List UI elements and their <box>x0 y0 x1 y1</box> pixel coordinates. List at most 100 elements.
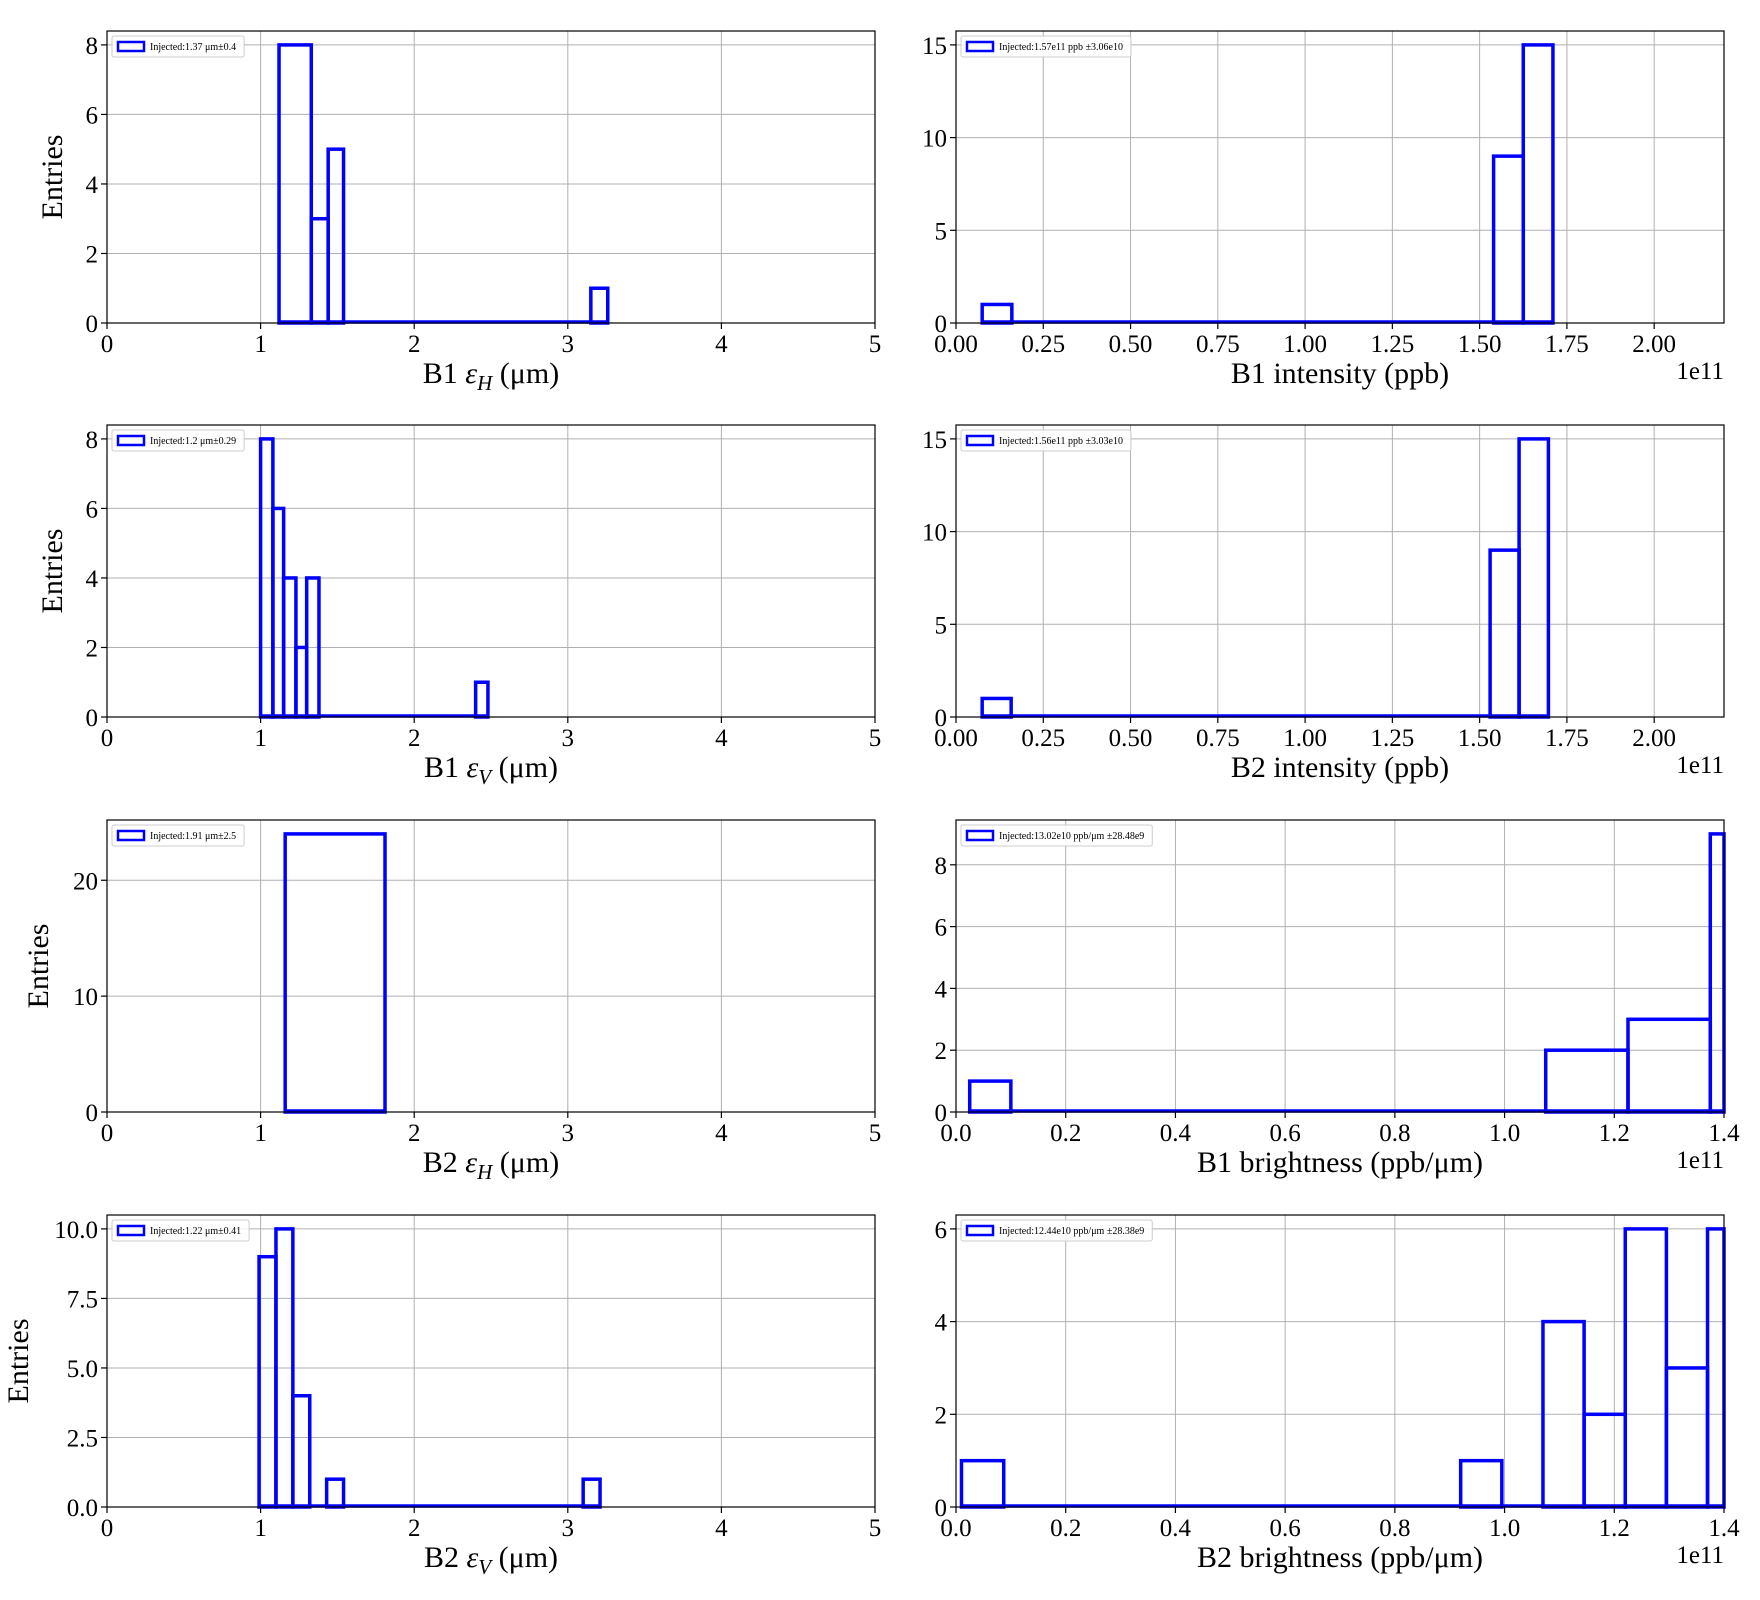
histogram-bar <box>581 1477 602 1509</box>
legend: Injected:12.44e10 ppb/μm ±28.38e9 <box>960 1219 1153 1242</box>
legend-box <box>960 429 1132 452</box>
legend: Injected:1.22 μm±0.41 <box>111 1219 250 1242</box>
histogram-bar <box>1705 1227 1726 1509</box>
x-tick-label: 0.25 <box>1021 725 1065 752</box>
y-tick-label: 8 <box>935 853 948 880</box>
histogram-panel-2: 0.00 0.25 0.50 0.75 1.00 1.25 1.50 1.75 2.00 0 5 10… <box>922 30 1725 390</box>
y-tick-label: 10 <box>73 984 98 1011</box>
x-tick-label: 1 <box>254 1515 267 1542</box>
y-tick-label: 10 <box>922 126 947 153</box>
histogram-panel-8: 0.0 0.2 0.4 0.6 0.8 1.0 1.2 1.4 0 2 4 6 B2 brightnes… <box>935 1214 1740 1574</box>
histogram-bar <box>1521 43 1555 325</box>
y-tick-label: 6 <box>935 915 948 942</box>
x-tick-label: 0.50 <box>1109 331 1153 358</box>
histogram-bar <box>589 286 610 325</box>
legend: Injected:1.57e11 ppb ±3.06e10 <box>960 35 1132 58</box>
y-tick-label: 10 <box>922 520 947 547</box>
axes-frame <box>955 30 1725 324</box>
x-tick-label: 3 <box>562 331 575 358</box>
legend-box <box>960 1219 1153 1242</box>
legend-swatch <box>965 40 995 53</box>
x-tick-label: 3 <box>562 1515 575 1542</box>
x-axis-label: B1 intensity (ppb) <box>1231 357 1449 390</box>
legend-swatch <box>116 1224 146 1237</box>
y-tick-label: 2 <box>86 241 99 268</box>
x-tick-label: 1.50 <box>1458 725 1502 752</box>
y-tick-label: 5 <box>935 612 948 639</box>
x-tick-label: 0.2 <box>1050 1515 1081 1542</box>
x-tick-label: 0 <box>101 1120 114 1147</box>
y-tick-label: 6 <box>935 1217 948 1244</box>
legend-box <box>111 1219 250 1242</box>
y-tick-label: 6 <box>86 102 99 129</box>
histogram-bar <box>309 216 330 325</box>
y-tick-label: 4 <box>86 172 99 199</box>
axes-frame <box>106 30 876 324</box>
legend: Injected:1.2 μm±0.29 <box>111 429 245 452</box>
legend-label: Injected:1.37 μm±0.4 <box>150 42 236 53</box>
x-tick-label: 3 <box>562 1120 575 1147</box>
x-tick-label: 1.75 <box>1545 331 1589 358</box>
legend: Injected:1.56e11 ppb ±3.03e10 <box>960 429 1132 452</box>
x-tick-label: 2.00 <box>1632 725 1676 752</box>
x-axis-offset-text: 1e11 <box>1676 1542 1724 1569</box>
y-tick-label: 0.0 <box>67 1495 98 1522</box>
histogram-bar <box>1491 154 1526 325</box>
histogram-bar <box>1623 1227 1669 1509</box>
x-tick-label: 0.4 <box>1160 1120 1192 1147</box>
x-tick-label: 1 <box>254 1120 267 1147</box>
y-tick-label: 2 <box>935 1038 948 1065</box>
x-tick-label: 2.00 <box>1632 331 1676 358</box>
y-tick-label: 2 <box>935 1402 948 1429</box>
legend-label: Injected:1.56e11 ppb ±3.03e10 <box>999 436 1123 447</box>
histogram-bar <box>473 680 490 719</box>
y-tick-label: 15 <box>922 33 947 60</box>
x-tick-label: 4 <box>715 331 728 358</box>
histogram-bar <box>283 832 387 1114</box>
y-tick-label: 4 <box>935 1310 948 1337</box>
y-tick-label: 0 <box>935 705 948 732</box>
x-tick-label: 5 <box>869 331 882 358</box>
x-tick-label: 3 <box>562 725 575 752</box>
x-tick-label: 4 <box>715 1120 728 1147</box>
x-axis-label: B2 intensity (ppb) <box>1231 751 1449 784</box>
y-tick-label: 5 <box>935 218 948 245</box>
axes-frame <box>955 1214 1725 1508</box>
x-tick-label: 0.0 <box>940 1515 971 1542</box>
legend-swatch <box>965 434 995 447</box>
legend-swatch <box>116 40 146 53</box>
x-tick-label: 0 <box>101 331 114 358</box>
x-tick-label: 0.6 <box>1270 1120 1301 1147</box>
axes-frame <box>955 424 1725 718</box>
x-tick-label: 2 <box>408 725 421 752</box>
y-axis-label: Entries <box>22 924 55 1009</box>
histogram-bar <box>1664 1366 1710 1509</box>
x-tick-label: 1.50 <box>1458 331 1502 358</box>
y-tick-label: 0 <box>86 311 99 338</box>
histogram-panel-6: 0.0 0.2 0.4 0.6 0.8 1.0 1.2 1.4 0 2 4 6 8 B1 brightne… <box>935 819 1740 1179</box>
histogram-panel-1: 0 1 2 3 4 5 0 2 4 6 8 B1 εH (μm) Entries Injected:1.3… <box>36 30 882 395</box>
x-tick-label: 0.0 <box>940 1120 971 1147</box>
x-tick-label: 1 <box>254 725 267 752</box>
x-tick-label: 1.00 <box>1283 725 1327 752</box>
x-tick-label: 0.6 <box>1270 1515 1301 1542</box>
x-tick-label: 0.50 <box>1109 725 1153 752</box>
legend-label: Injected:12.44e10 ppb/μm ±28.38e9 <box>999 1226 1144 1237</box>
x-tick-label: 1 <box>254 331 267 358</box>
y-tick-label: 15 <box>922 427 947 454</box>
histogram-bar <box>959 1458 1006 1509</box>
histogram-bar <box>1543 1048 1630 1114</box>
y-tick-label: 2.5 <box>67 1425 98 1452</box>
x-tick-label: 0.8 <box>1379 1515 1410 1542</box>
legend: Injected:13.02e10 ppb/μm ±28.48e9 <box>960 824 1153 847</box>
x-tick-label: 0.4 <box>1160 1515 1192 1542</box>
x-tick-label: 1.2 <box>1599 1120 1630 1147</box>
y-tick-label: 7.5 <box>67 1286 98 1313</box>
histogram-bar <box>1488 548 1521 719</box>
x-tick-label: 5 <box>869 1120 882 1147</box>
y-axis-label: Entries <box>2 1319 35 1404</box>
y-tick-label: 0 <box>935 1100 948 1127</box>
x-tick-label: 2 <box>408 1515 421 1542</box>
x-tick-label: 0.00 <box>934 725 978 752</box>
